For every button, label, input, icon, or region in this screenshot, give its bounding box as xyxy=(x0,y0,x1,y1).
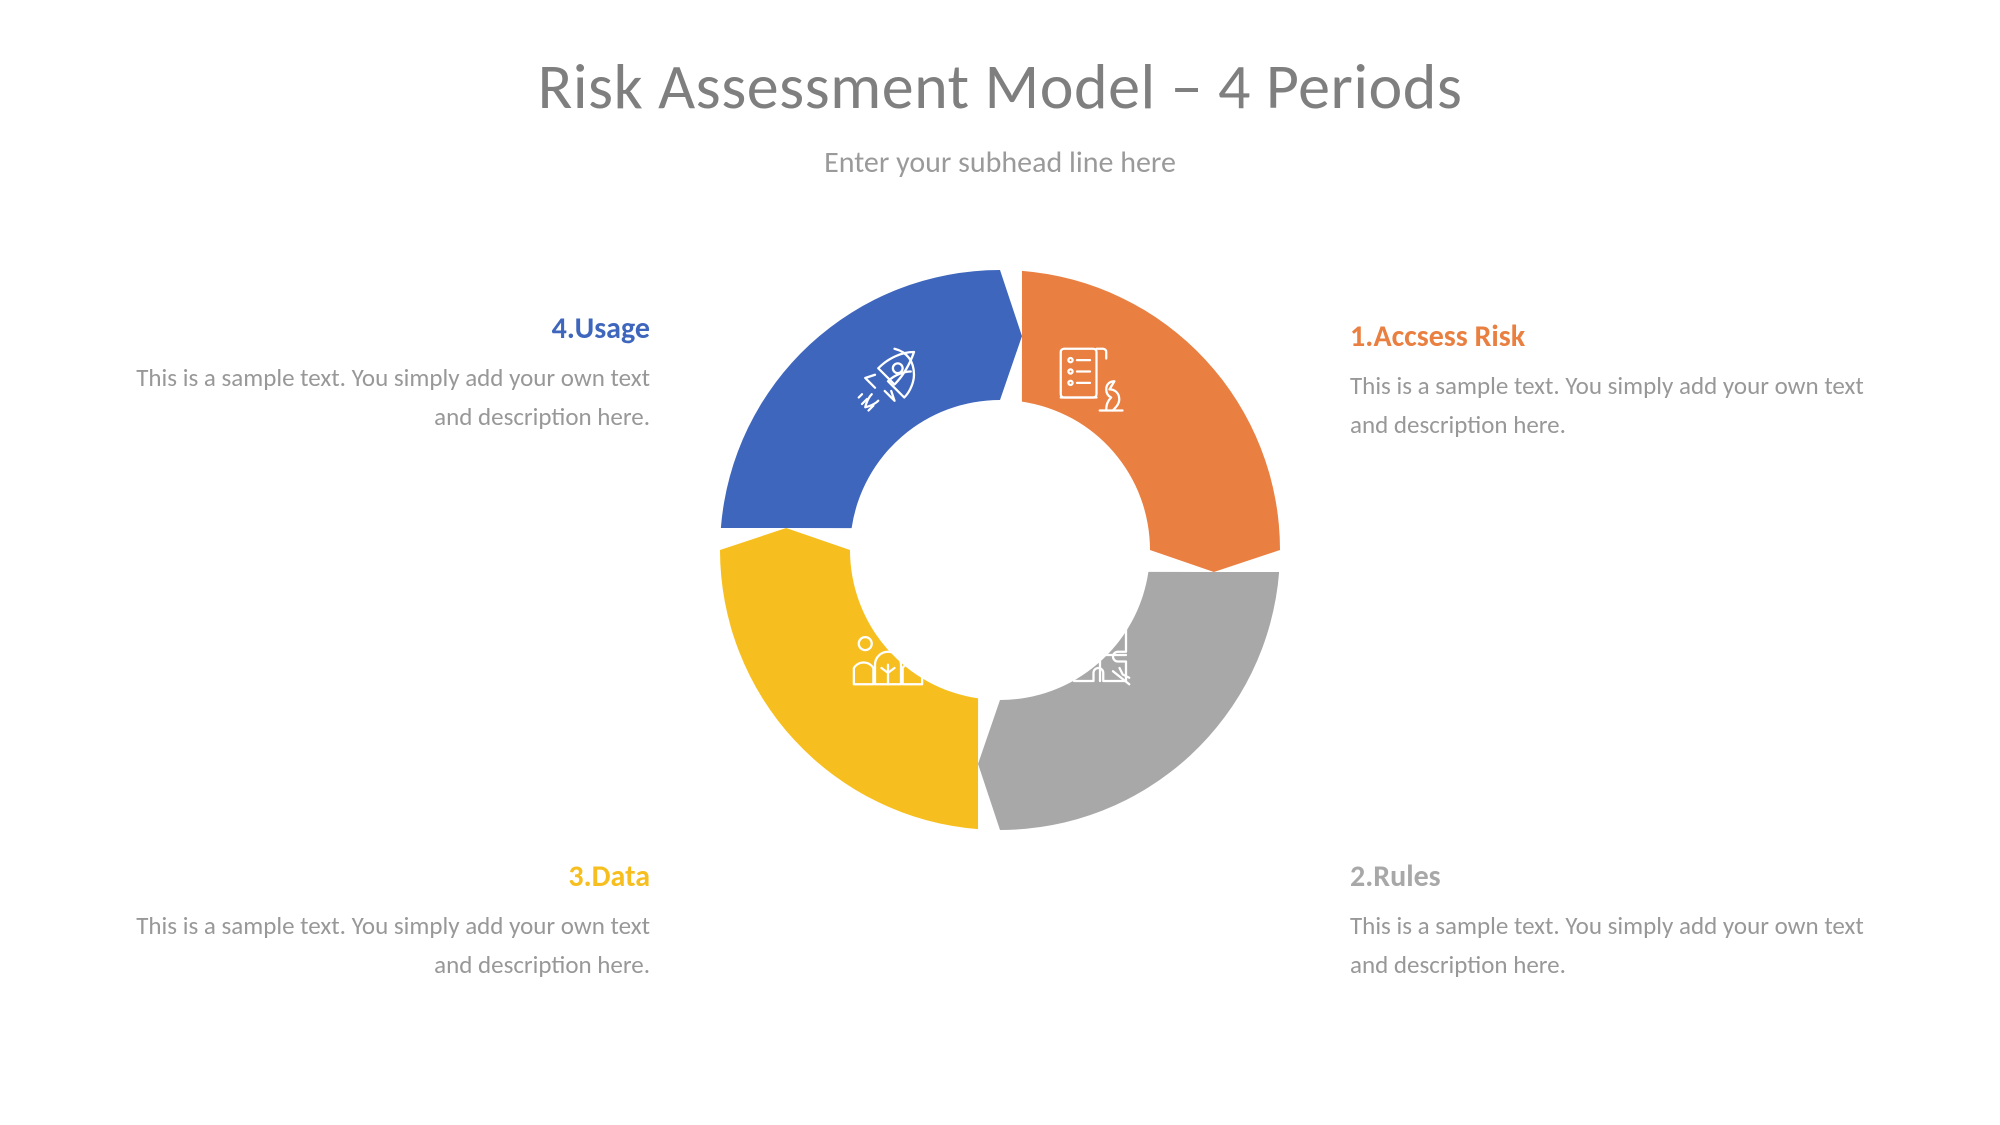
rocket-icon xyxy=(838,328,938,428)
caption-desc: This is a sample text. You simply add yo… xyxy=(1350,907,1870,985)
page-subtitle: Enter your subhead line here xyxy=(0,144,2000,181)
caption-desc: This is a sample text. You simply add yo… xyxy=(130,907,650,985)
caption-rules: 2.Rules This is a sample text. You simpl… xyxy=(1350,858,1870,985)
caption-title: 4.Usage xyxy=(130,310,650,347)
caption-desc: This is a sample text. You simply add yo… xyxy=(130,359,650,437)
puzzle-icon xyxy=(1050,605,1150,705)
team-icon xyxy=(838,605,938,705)
caption-data: 3.Data This is a sample text. You simply… xyxy=(130,858,650,985)
donut-cycle-diagram xyxy=(720,270,1280,830)
header: Risk Assessment Model – 4 Periods Enter … xyxy=(0,0,2000,181)
donut-svg xyxy=(720,270,1280,830)
strategy-icon xyxy=(1040,328,1140,428)
caption-title: 1.Accsess Risk xyxy=(1350,318,1870,355)
caption-access-risk: 1.Accsess Risk This is a sample text. Yo… xyxy=(1350,318,1870,445)
caption-usage: 4.Usage This is a sample text. You simpl… xyxy=(130,310,650,437)
caption-title: 2.Rules xyxy=(1350,858,1870,895)
caption-title: 3.Data xyxy=(130,858,650,895)
page-title: Risk Assessment Model – 4 Periods xyxy=(0,48,2000,126)
caption-desc: This is a sample text. You simply add yo… xyxy=(1350,367,1870,445)
